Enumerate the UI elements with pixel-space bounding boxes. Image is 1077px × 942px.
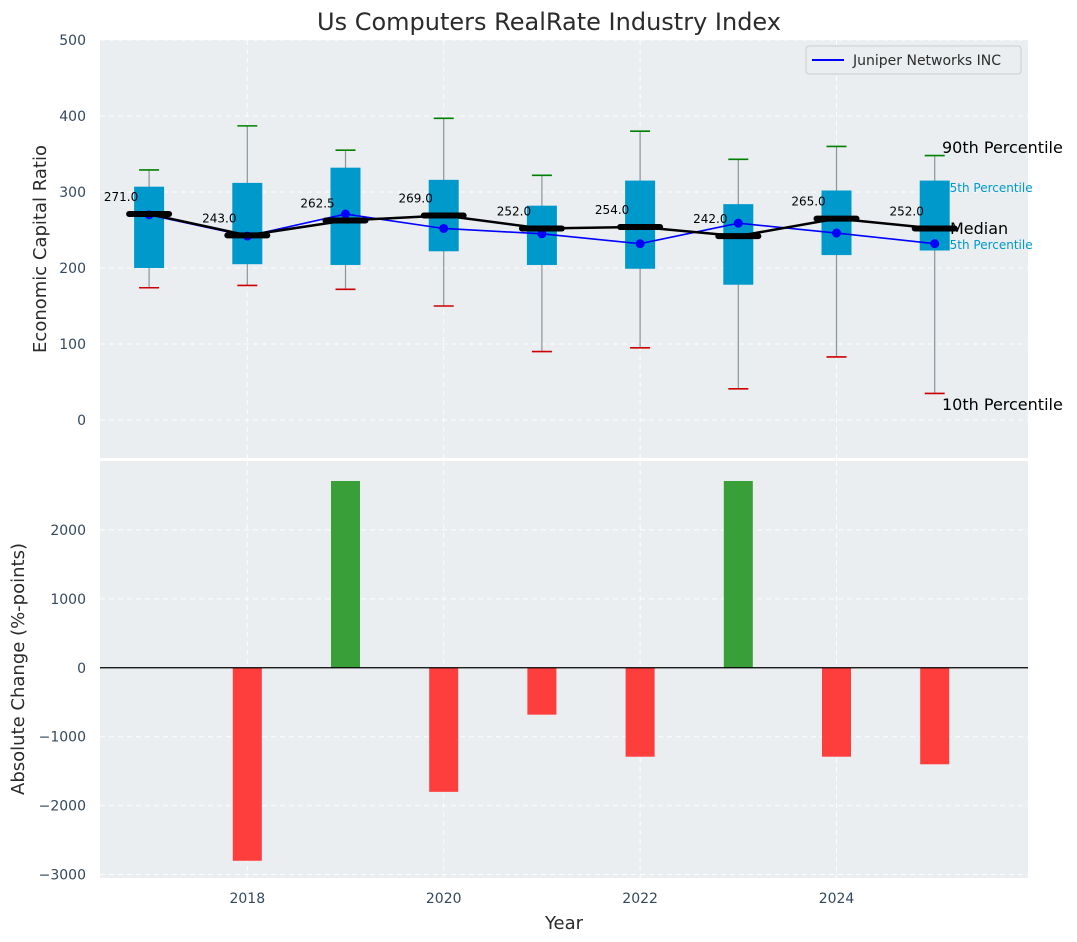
iqr-box xyxy=(232,182,263,265)
annotation-p10: 10th Percentile xyxy=(942,395,1063,414)
top-y-tick-label: 300 xyxy=(59,185,86,201)
company-point xyxy=(537,229,547,239)
change-bar xyxy=(331,480,361,668)
median-value-label: 242.0 xyxy=(693,212,727,226)
iqr-box xyxy=(821,190,852,256)
change-bar xyxy=(723,480,753,668)
x-tick-label: 2024 xyxy=(819,891,855,907)
change-bar xyxy=(232,667,262,861)
x-axis-label: Year xyxy=(544,913,584,934)
company-point xyxy=(733,218,743,228)
company-point xyxy=(439,223,449,233)
annotation-median: Median xyxy=(950,219,1008,238)
top-y-tick-label: 500 xyxy=(59,33,86,49)
bottom-y-tick-label: 2000 xyxy=(50,523,86,539)
median-value-label: 254.0 xyxy=(595,203,629,217)
change-bar xyxy=(429,667,459,792)
median-value-label: 262.5 xyxy=(300,197,334,211)
company-point xyxy=(341,209,351,219)
median-value-label: 252.0 xyxy=(890,204,924,218)
top-y-tick-label: 200 xyxy=(59,261,86,277)
median-value-label: 269.0 xyxy=(399,192,433,206)
iqr-box xyxy=(134,186,165,268)
change-bar xyxy=(625,667,655,757)
company-point xyxy=(635,239,645,249)
median-series: 271.0 243.0 262.5 269.0 252.0 254.0 242.0 265.0… xyxy=(104,190,958,240)
median-value-label: 271.0 xyxy=(104,190,138,204)
legend-box xyxy=(805,45,1022,75)
tick-labels: 0 100 200 300 400 500 −3000 −2000 −1000 0 1000 2000… xyxy=(39,33,855,907)
bottom-y-tick-label: −3000 xyxy=(39,868,86,884)
bottom-y-tick-label: 1000 xyxy=(50,592,86,608)
legend-label: Juniper Networks INC xyxy=(852,53,1001,69)
top-y-axis-label: Economic Capital Ratio xyxy=(30,145,51,353)
median-value-label: 265.0 xyxy=(791,195,825,209)
top-y-tick-label: 100 xyxy=(59,337,86,353)
top-y-tick-label: 0 xyxy=(77,413,86,429)
legend: Juniper Networks INC xyxy=(805,45,1022,75)
change-bar xyxy=(920,667,950,765)
top-y-tick-label: 400 xyxy=(59,109,86,125)
x-tick-label: 2020 xyxy=(426,891,462,907)
x-tick-label: 2018 xyxy=(229,891,265,907)
bottom-y-axis-label: Absolute Change (%-points) xyxy=(8,543,29,795)
x-tick-label: 2022 xyxy=(622,891,658,907)
change-bar xyxy=(822,667,852,757)
iqr-box xyxy=(919,180,950,251)
bottom-y-tick-label: −2000 xyxy=(39,799,86,815)
annotation-p75: 75th Percentile xyxy=(942,181,1033,195)
iqr-box xyxy=(723,204,754,285)
annotation-p25: 25th Percentile xyxy=(942,238,1033,252)
annotation-p90: 90th Percentile xyxy=(942,138,1063,157)
bottom-y-tick-label: 0 xyxy=(77,661,86,677)
change-bar xyxy=(527,667,557,715)
company-point xyxy=(832,228,842,238)
median-value-label: 243.0 xyxy=(202,211,236,225)
company-point xyxy=(930,239,940,249)
change-bars xyxy=(100,480,1028,861)
median-value-label: 252.0 xyxy=(497,204,531,218)
chart-title: Us Computers RealRate Industry Index xyxy=(317,8,781,36)
bottom-y-tick-label: −1000 xyxy=(39,730,86,746)
